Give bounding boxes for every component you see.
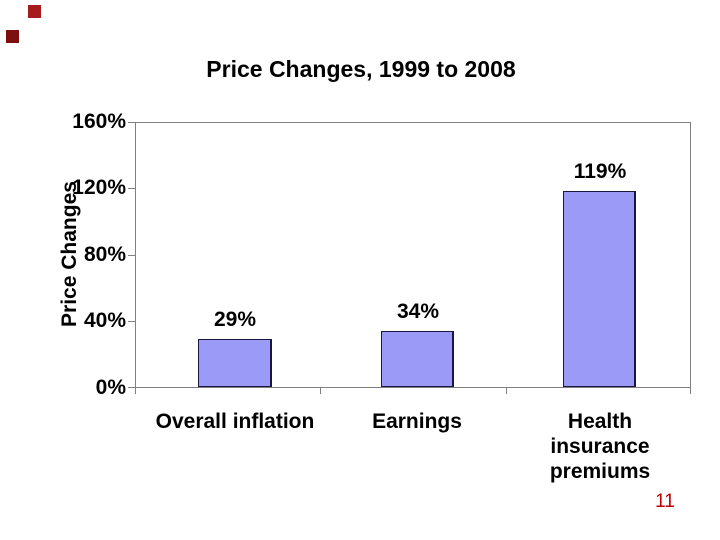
chart-title: Price Changes, 1999 to 2008 xyxy=(206,56,516,82)
x-tick-mark xyxy=(320,388,321,394)
y-tick-label-120: 120% xyxy=(72,176,126,199)
y-tick-mark xyxy=(128,188,135,189)
decorative-square-left xyxy=(6,30,19,43)
x-tick-mark xyxy=(506,388,507,394)
y-tick-label-0: 0% xyxy=(95,376,126,399)
x-category-label: Earnings xyxy=(372,410,462,433)
bar-overall-inflation xyxy=(198,339,272,387)
x-category-label: Health insurance premiums xyxy=(549,410,651,483)
bar-earnings xyxy=(381,331,454,387)
x-tick-mark xyxy=(135,388,136,394)
y-tick-label-80: 80% xyxy=(83,243,126,266)
y-tick-label-40: 40% xyxy=(83,309,126,332)
y-tick-mark xyxy=(128,321,135,322)
bar-value-label: 34% xyxy=(396,300,440,323)
bar-value-label: 29% xyxy=(213,308,257,331)
x-category-label: Overall inflation xyxy=(155,410,315,433)
bar-value-label: 119% xyxy=(573,160,627,183)
y-tick-mark xyxy=(128,122,135,123)
plot-area: 29% 34% 119% xyxy=(135,122,691,388)
decorative-square-top xyxy=(28,5,41,18)
bar-health-insurance-premiums xyxy=(563,191,636,387)
x-tick-mark xyxy=(690,388,691,394)
y-tick-mark xyxy=(128,387,135,388)
y-tick-label-160: 160% xyxy=(72,110,126,133)
page-number: 11 xyxy=(655,491,675,512)
y-tick-mark xyxy=(128,255,135,256)
